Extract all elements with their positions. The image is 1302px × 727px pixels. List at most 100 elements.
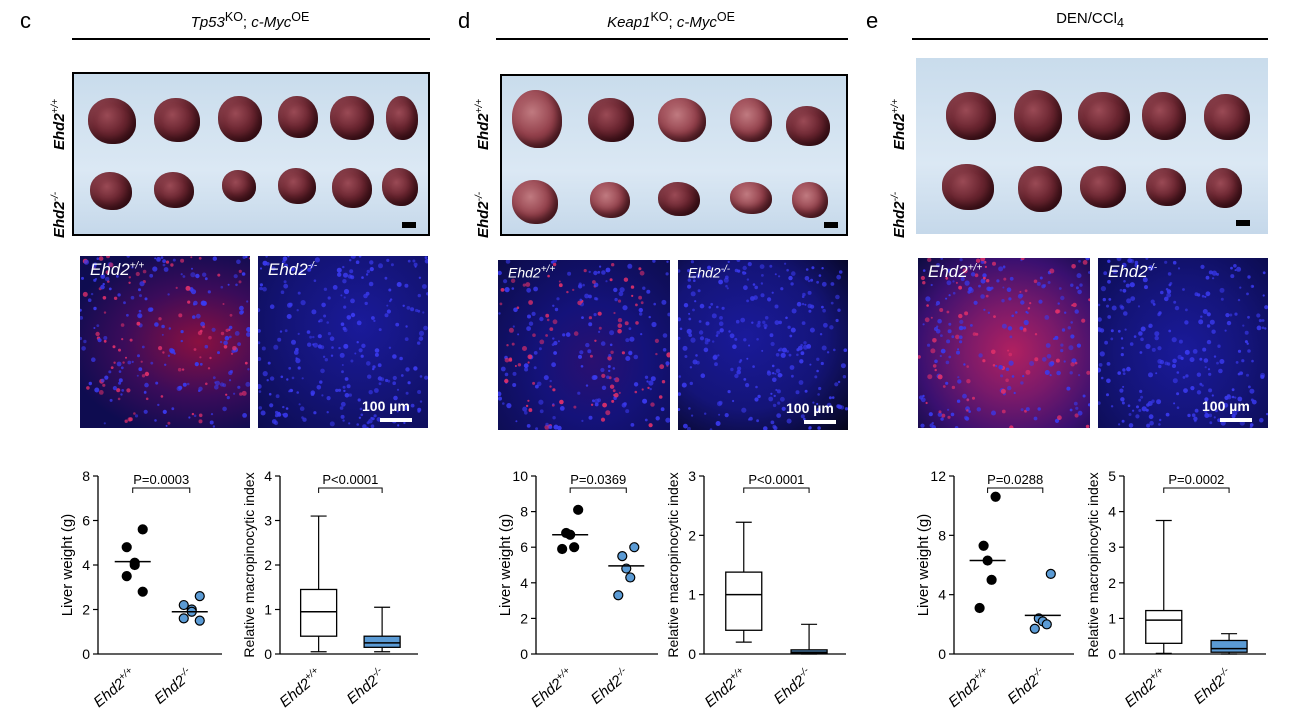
nucleus-dot [552, 403, 555, 406]
nucleus-dot [214, 381, 217, 384]
nucleus-dot [919, 395, 924, 400]
signal-dot [127, 417, 132, 422]
nucleus-dot [384, 276, 388, 280]
signal-dot [128, 281, 131, 284]
nucleus-dot [770, 341, 775, 347]
nucleus-dot [833, 348, 836, 352]
scale-bar [1220, 418, 1252, 422]
nucleus-dot [204, 277, 208, 281]
nucleus-dot [161, 324, 165, 329]
signal-dot [191, 412, 195, 416]
nucleus-dot [559, 406, 565, 411]
signal-dot [504, 357, 510, 363]
data-point [1029, 623, 1040, 634]
nucleus-dot [366, 361, 371, 366]
nucleus-dot [1123, 311, 1128, 316]
nucleus-dot [768, 396, 774, 402]
signal-dot [525, 404, 529, 408]
y-tick-label: 1 [688, 587, 696, 603]
nucleus-dot [1005, 367, 1010, 372]
nucleus-dot [1251, 359, 1254, 363]
signal-dot [937, 374, 943, 380]
nucleus-dot [1121, 346, 1124, 350]
nucleus-dot [1001, 299, 1005, 303]
signal-dot [630, 285, 635, 289]
nucleus-dot [358, 416, 362, 419]
nucleus-dot [998, 266, 1004, 272]
nucleus-dot [100, 274, 106, 279]
nucleus-dot [1167, 272, 1172, 276]
nucleus-dot [219, 382, 225, 387]
nucleus-dot [1209, 421, 1213, 425]
nucleus-dot [1098, 303, 1101, 307]
x-category-label: Ehd2+/+ [276, 665, 326, 711]
nucleus-dot [134, 414, 139, 418]
nucleus-dot [1044, 315, 1050, 320]
nucleus-dot [362, 424, 367, 428]
nucleus-dot [154, 419, 157, 422]
nucleus-dot [422, 311, 425, 314]
nucleus-dot [282, 256, 288, 262]
nucleus-dot [1120, 397, 1125, 402]
signal-dot [241, 390, 247, 396]
liver-specimen [1078, 92, 1130, 140]
nucleus-dot [776, 413, 782, 418]
nucleus-dot [598, 330, 601, 333]
nucleus-dot [307, 267, 312, 272]
nucleus-dot [678, 375, 682, 378]
nucleus-dot [1017, 293, 1023, 299]
nucleus-dot [1246, 342, 1249, 345]
nucleus-dot [300, 269, 304, 273]
nucleus-dot [1009, 276, 1014, 281]
signal-dot [617, 323, 623, 328]
signal-dot [511, 342, 515, 346]
nucleus-dot [1025, 407, 1030, 412]
signal-dot [613, 311, 616, 315]
nucleus-dot [678, 408, 681, 411]
nucleus-dot [340, 401, 346, 407]
nucleus-dot [1251, 399, 1257, 405]
nucleus-dot [606, 375, 610, 379]
y-tick-label: 12 [930, 468, 946, 484]
nucleus-dot [178, 385, 183, 390]
nucleus-dot [816, 357, 820, 361]
nucleus-dot [688, 333, 693, 337]
nucleus-dot [1236, 409, 1240, 412]
nucleus-dot [403, 405, 408, 411]
nucleus-dot [1158, 364, 1162, 369]
scale-bar [804, 420, 836, 424]
nucleus-dot [699, 336, 705, 341]
signal-dot [129, 338, 133, 342]
nucleus-dot [406, 306, 411, 310]
nucleus-dot [968, 410, 971, 413]
nucleus-dot [1194, 408, 1199, 413]
nucleus-dot [696, 274, 701, 279]
signal-dot [539, 339, 545, 345]
signal-dot [654, 338, 659, 343]
nucleus-dot [1009, 335, 1013, 339]
y-tick-label: 8 [938, 527, 946, 543]
nucleus-dot [826, 402, 832, 408]
nucleus-dot [1231, 388, 1235, 392]
liver-specimen [382, 168, 418, 206]
nucleus-dot [407, 259, 411, 263]
nucleus-dot [297, 366, 301, 370]
signal-dot [659, 364, 665, 370]
nucleus-dot [302, 417, 307, 422]
nucleus-dot [778, 320, 782, 325]
nucleus-dot [80, 316, 84, 320]
nucleus-dot [791, 271, 796, 276]
x-category-label: Ehd2-/- [1190, 665, 1236, 708]
nucleus-dot [983, 308, 986, 311]
nucleus-dot [580, 365, 584, 368]
x-category-label: Ehd2+/+ [1121, 665, 1171, 711]
liver-specimen [88, 98, 136, 144]
title-gene-1: Tp53 [190, 14, 225, 31]
nucleus-dot [214, 385, 219, 390]
nucleus-dot [585, 342, 590, 348]
nucleus-dot [735, 319, 740, 324]
signal-dot [510, 278, 516, 283]
nucleus-dot [1172, 364, 1176, 368]
nucleus-dot [360, 354, 364, 358]
